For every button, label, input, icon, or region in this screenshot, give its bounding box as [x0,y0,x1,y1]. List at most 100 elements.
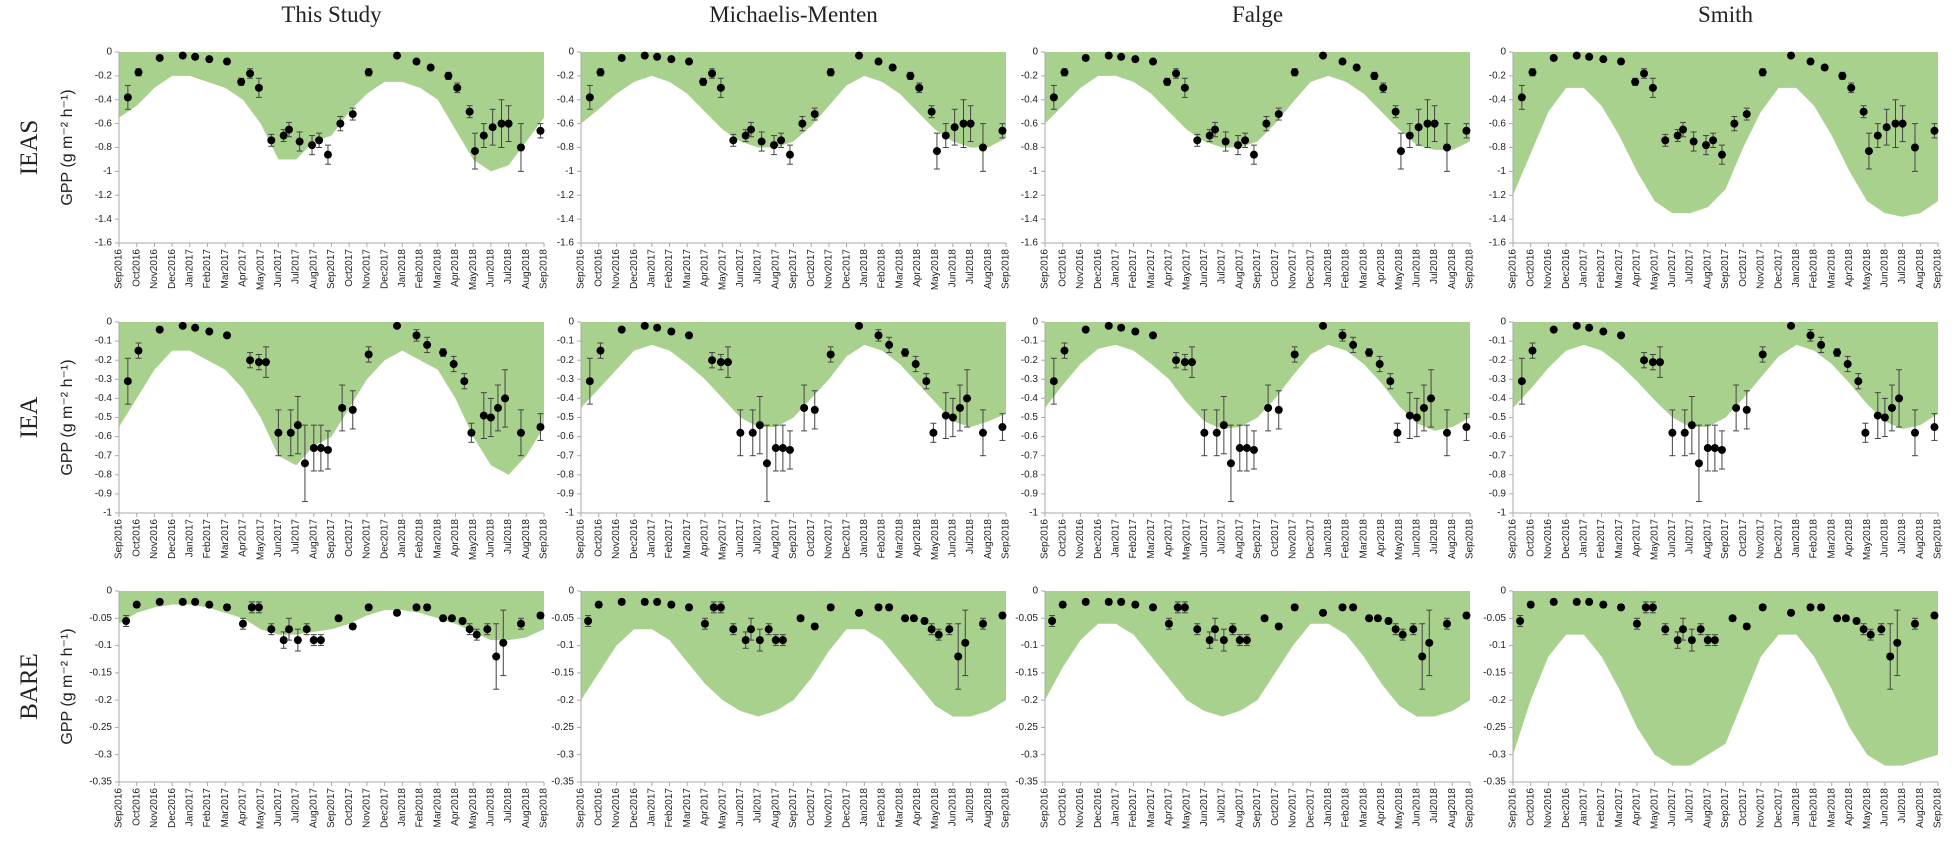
observation-point [1442,143,1451,152]
observation-point [1391,625,1400,634]
x-tick-label: Sep2016 [576,519,587,559]
observation-point [1617,331,1626,340]
observation-point [901,614,910,623]
x-tick-label: May2017 [1649,519,1660,561]
x-tick-label: May2018 [1394,249,1405,291]
observation-point [393,321,402,330]
x-tick-label: May2017 [717,249,728,291]
observation-point [1758,350,1767,359]
observation-point [423,340,432,349]
x-tick-label: Mar2017 [1614,788,1625,828]
x-tick-label: Feb2017 [664,519,675,559]
observation-point [1655,358,1664,367]
observation-point [966,119,975,128]
observation-point [205,600,214,609]
observation-point [1661,136,1670,145]
observation-point [1180,358,1189,367]
x-tick-label: Apr2018 [912,788,923,826]
y-tick-label: -0.6 [557,431,575,442]
observation-point [1414,123,1423,132]
panel: This Study IEAS GPP (g m⁻² h⁻¹) 0 -0.2 -0.4 -0… [16,2,550,290]
y-tick-label: -1.4 [1021,214,1039,225]
observation-point [1274,405,1283,414]
x-tick-label: Jun2017 [273,788,284,827]
x-tick-label: Mar2018 [1826,249,1837,289]
observation-point [334,614,343,623]
x-tick-label: Apr2018 [450,519,461,557]
x-tick-label: Oct2017 [1270,519,1281,557]
x-tick-label: Jan2017 [1578,249,1589,288]
x-tick-label: Jul2018 [1429,249,1440,284]
x-tick-label: Sep2018 [1465,519,1476,559]
observation-point [955,403,964,412]
observation-point [1131,327,1140,336]
x-tick-label: Sep2016 [1508,788,1519,828]
x-tick-label: Jul2018 [503,249,514,284]
observation-point [472,630,481,639]
y-tick-label: -1 [103,166,112,177]
y-tick-label: -1.4 [1489,214,1507,225]
y-tick-label: -0.8 [1021,142,1039,153]
observation-point [617,325,626,334]
observation-point [826,603,835,612]
observation-point [1048,617,1057,626]
y-tick-label: -1 [1497,166,1506,177]
panel: 0-0.1-0.2-0.3-0.4-0.5-0.6-0.7-0.8-0.9-1S… [557,317,1012,561]
observation-point [708,356,717,365]
observation-point [810,405,819,414]
observation-point [1679,125,1687,134]
x-tick-label: Jul2017 [753,788,764,823]
observation-point [1833,348,1842,357]
observation-point [1732,403,1741,412]
x-tick-label: Jan2017 [646,788,657,827]
observation-point [295,137,304,146]
observation-point [729,625,738,634]
observation-point [755,421,764,430]
observation-point [1338,57,1347,66]
y-axis-label: GPP (g m⁻² h⁻¹) [59,628,76,744]
observation-point [932,147,941,156]
x-tick-label: Aug2017 [308,519,319,559]
observation-point [465,625,474,634]
observation-point [685,603,694,612]
observation-point [460,377,469,386]
observation-point [488,123,497,132]
x-tick-label: Mar2017 [1614,249,1625,289]
x-tick-label: Jul2017 [1217,788,1228,823]
model-area [1045,52,1470,150]
x-tick-label: Dec2016 [629,519,640,559]
observation-point [874,57,883,66]
x-tick-label: May2017 [255,788,266,830]
x-tick-label: Sep2018 [539,519,550,559]
x-tick-label: Oct2016 [131,249,142,287]
observation-point [762,459,771,468]
x-tick-label: Sep2017 [1720,788,1731,828]
observation-point [309,636,318,645]
observation-point [920,617,929,626]
x-tick-label: Nov2016 [1543,519,1554,559]
observation-point [1349,340,1358,349]
x-tick-label: Apr2017 [700,519,711,557]
observation-point [286,428,295,437]
model-area [1045,591,1470,717]
x-tick-label: Apr2018 [1844,519,1855,557]
x-tick-label: Jul2018 [965,249,976,284]
x-tick-label: Mar2018 [1826,519,1837,559]
x-tick-label: Jan2017 [646,519,657,558]
observation-point [826,68,835,77]
x-tick-label: Feb2017 [664,249,675,289]
x-tick-label: Apr2017 [1164,519,1175,557]
x-tick-label: Mar2017 [682,249,693,289]
observation-point [1386,377,1395,386]
x-tick-label: Jul2017 [753,519,764,554]
x-tick-label: Mar2017 [682,519,693,559]
observation-point [1260,614,1269,623]
observation-point [1149,331,1158,340]
x-tick-label: Sep2018 [1001,788,1012,828]
observation-point [1104,51,1113,60]
observation-point [323,150,332,159]
x-tick-label: Apr2017 [1632,249,1643,287]
y-tick-label: -1 [1029,508,1038,519]
x-tick-label: Dec2016 [167,249,178,289]
y-tick-label: -0.1 [1021,640,1039,651]
